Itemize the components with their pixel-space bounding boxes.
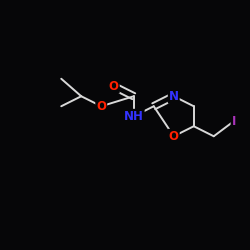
Text: NH: NH <box>124 110 144 123</box>
Text: N: N <box>169 90 179 103</box>
Text: O: O <box>169 130 179 143</box>
Text: O: O <box>96 100 106 113</box>
Text: I: I <box>232 115 236 128</box>
Text: O: O <box>109 80 119 93</box>
